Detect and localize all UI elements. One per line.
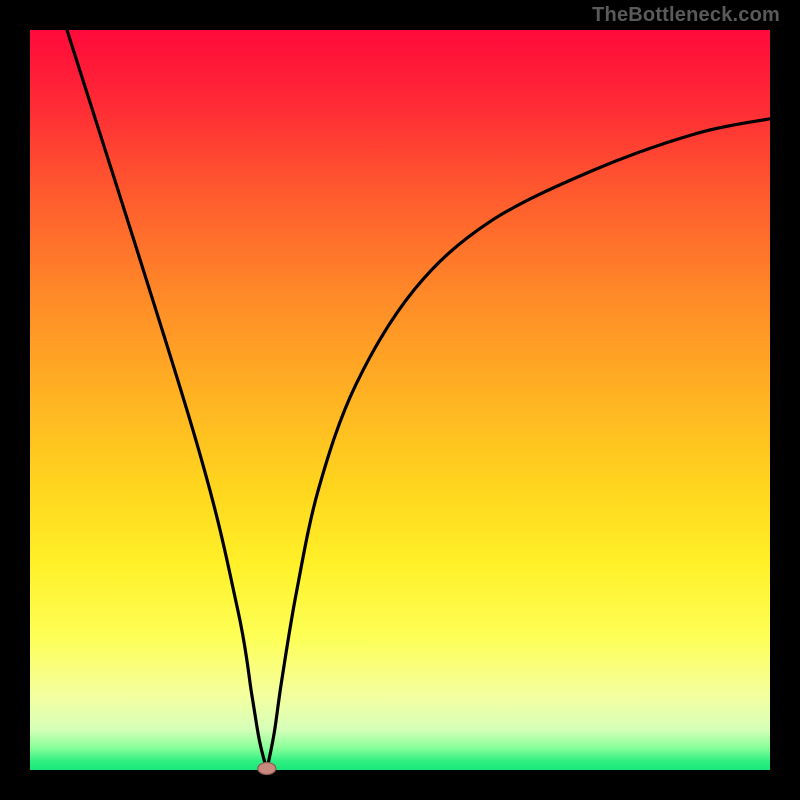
- plot-area: [30, 30, 770, 770]
- plot-svg: [0, 0, 800, 800]
- chart-frame: TheBottleneck.com: [0, 0, 800, 800]
- watermark-text: TheBottleneck.com: [592, 4, 780, 27]
- minimum-marker: [258, 763, 276, 775]
